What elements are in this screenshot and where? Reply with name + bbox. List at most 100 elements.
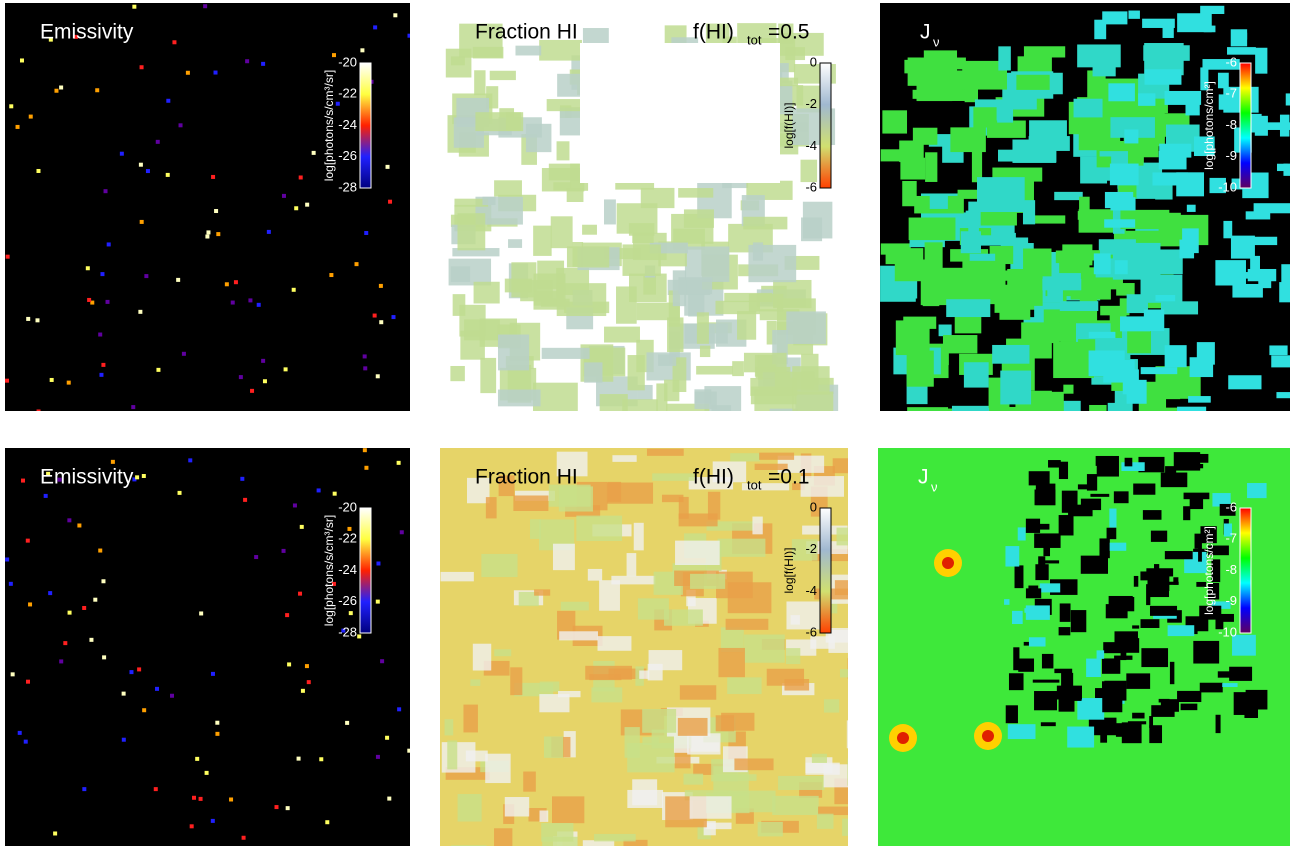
map-pixel [375,754,380,759]
map-pixel [407,748,410,753]
map-pixel [360,48,365,53]
map-patch [976,177,1025,213]
map-pixel [385,164,390,169]
map-patch [1103,642,1125,654]
map-patch [656,383,668,411]
map-patch [1109,542,1127,551]
map-patch [548,163,580,181]
map-patch [1146,407,1181,411]
map-patch [1093,253,1111,275]
colorbar-label: log[f(HI)] [782,102,796,148]
colorbar-tick: -20 [338,54,357,69]
map-patch [612,455,637,462]
map-pixel [204,770,209,775]
map-patch [678,496,689,519]
map-pixel [261,358,266,363]
map-patch [916,74,953,102]
map-patch [1114,260,1128,275]
map-patch [530,519,542,539]
map-patch [622,399,658,411]
map-patch [1005,705,1018,724]
map-patch [686,589,696,607]
map-patch [1017,527,1026,541]
map-patch [513,495,549,512]
map-patch [444,719,454,736]
map-patch [1138,456,1165,473]
map-patch [623,839,648,846]
map-patch [919,57,966,70]
map-patch [1164,345,1187,368]
map-patch [556,283,607,317]
map-pixel [311,150,316,155]
colorbar-tick: -22 [338,86,357,101]
annotation: =0.5 [768,21,809,44]
map-patch [725,618,769,630]
map-patch [1149,716,1154,728]
map-patch [973,107,997,128]
map-patch [717,538,766,557]
map-patch [711,405,732,411]
map-pixel [15,124,20,129]
map-patch [1106,527,1117,540]
map-patch [784,678,810,691]
map-pixel [67,610,72,615]
map-patch [440,571,474,582]
map-patch [1255,47,1268,74]
map-patch [1067,726,1095,748]
map-patch [759,309,800,321]
map-pixel [362,354,367,359]
map-pixel [215,731,220,736]
colorbar-tick: 0 [810,54,817,69]
map-patch [1122,369,1139,395]
map-pixel [378,283,383,288]
map-patch [699,345,711,358]
map-pixel [347,526,352,531]
map-pixel [48,591,53,596]
map-patch [1188,396,1211,403]
map-patch [712,461,747,483]
map-patch [694,391,717,409]
map-pixel [156,367,161,372]
map-patch [1109,508,1117,528]
map-patch [1165,466,1177,486]
map-pixel [98,548,103,553]
colorbar-tick: -10 [1218,179,1237,194]
map-patch [1136,677,1146,688]
map-patch [1008,673,1024,691]
map-pixel [229,797,234,802]
map-pixel [396,460,401,465]
map-pixel [298,591,303,596]
map-patch [591,687,623,703]
map-patch [1025,518,1041,533]
map-patch [683,209,714,228]
map-patch [580,43,780,183]
map-patch [1080,498,1102,511]
map-pixel [305,202,310,207]
map-patch [1158,150,1187,170]
map-pixel [121,691,126,696]
map-pixel [119,151,124,156]
map-patch [497,389,541,407]
map-pixel [53,831,58,836]
map-pixel [135,475,140,480]
map-pixel [35,318,40,323]
map-patch [1023,46,1066,58]
map-pixel [348,611,353,616]
map-patch [769,408,799,411]
map-pixel [10,672,15,677]
map-patch [951,405,999,411]
map-patch [1039,583,1061,593]
map-pixel [210,818,215,823]
map-patch [1196,342,1215,365]
map-patch [1285,93,1290,106]
map-patch [539,810,549,822]
map-patch [1088,350,1125,377]
map-patch [1164,90,1202,105]
map-patch [1176,172,1205,197]
map-patch [1089,404,1107,411]
map-patch [1216,613,1234,622]
map-patch [1090,493,1110,497]
map-patch [1223,220,1233,239]
map-patch [622,244,661,276]
map-pixel [233,280,238,285]
